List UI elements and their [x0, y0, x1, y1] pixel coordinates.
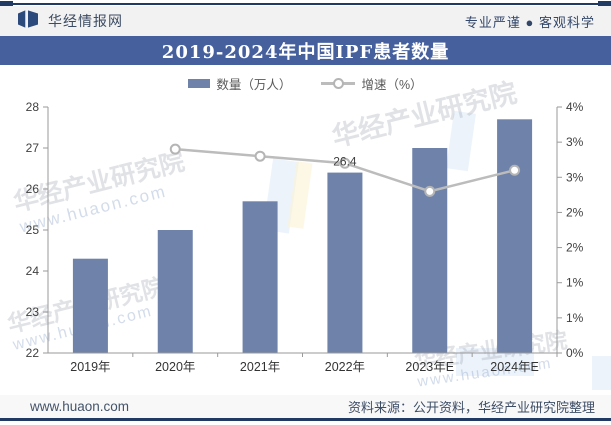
brand-name: 华经情报网	[48, 13, 123, 29]
header-slogan: 专业严谨 ● 客观科学	[464, 14, 595, 30]
title-bar: 2019-2024年中国IPF患者数量	[0, 36, 611, 65]
left-axis-tick-label: 28	[26, 100, 40, 114]
legend-item-bar: 数量（万人）	[188, 74, 291, 93]
brand: 华经情报网	[16, 9, 123, 34]
right-axis-tick-label: 2%	[566, 205, 584, 219]
line-marker	[339, 157, 351, 169]
right-axis-tick-label: 3%	[566, 170, 584, 184]
top-rule-right-cap	[598, 1, 611, 7]
x-axis-label: 2023年E	[405, 360, 454, 374]
left-axis-tick-label: 25	[26, 223, 40, 237]
bar-2021年	[242, 201, 278, 353]
line-marker-swatch-icon	[321, 78, 356, 89]
left-axis-tick-label: 24	[26, 264, 40, 278]
right-axis-tick-label: 4%	[566, 100, 584, 114]
left-axis-tick-label: 23	[26, 305, 40, 319]
bar-2019年	[72, 258, 108, 353]
legend-line-label: 增速（%）	[361, 77, 423, 92]
footer-bar: www.huaon.com 资料来源：公开资料，华经产业研究院整理	[0, 395, 611, 418]
bar-swatch-icon	[188, 78, 211, 88]
right-axis-tick-label: 2%	[566, 241, 584, 255]
right-axis-tick-label: 1%	[566, 276, 584, 290]
x-axis-label: 2019年	[70, 360, 110, 374]
right-axis-tick-label: 1%	[566, 311, 584, 325]
left-axis-tick-label: 27	[26, 141, 40, 155]
left-axis-tick-label: 22	[26, 346, 40, 360]
top-rule	[0, 3, 611, 5]
x-axis-label: 2020年	[155, 360, 195, 374]
huajing-logo-icon	[16, 9, 40, 34]
bar-2024年E	[497, 119, 533, 353]
line-marker	[424, 185, 436, 197]
line-marker	[254, 150, 266, 162]
x-axis-label: 2022年	[325, 360, 365, 374]
line-marker	[169, 143, 181, 155]
page-title: 2019-2024年中国IPF患者数量	[161, 41, 450, 63]
legend-item-line: 增速（%）	[321, 74, 423, 93]
bar-2020年	[157, 230, 193, 353]
bar-2023年E	[412, 148, 448, 353]
x-axis-label: 2024年E	[490, 360, 539, 374]
legend-bar-label: 数量（万人）	[216, 77, 292, 92]
chart-legend: 数量（万人） 增速（%）	[0, 72, 611, 94]
bar-2022年	[327, 172, 363, 353]
left-axis-tick-label: 26	[26, 182, 40, 196]
footer-source-note: 资料来源：公开资料，华经产业研究院整理	[347, 400, 595, 415]
right-axis-tick-label: 0%	[566, 346, 584, 360]
right-axis-tick-label: 3%	[566, 135, 584, 149]
line-marker	[509, 164, 521, 176]
header-bar: 华经情报网 专业严谨 ● 客观科学	[0, 6, 611, 36]
bar-value-label: 26.4	[333, 155, 357, 169]
footer-site-url: www.huaon.com	[30, 399, 130, 414]
bottom-rule	[0, 418, 611, 421]
x-axis-label: 2021年	[240, 360, 280, 374]
combo-chart: 22 23 24 25 26 27 28 0% 1% 1% 2% 2% 3% 3% 4% 2019年 2020年…	[26, 100, 584, 374]
top-rule-left-cap	[0, 1, 13, 7]
